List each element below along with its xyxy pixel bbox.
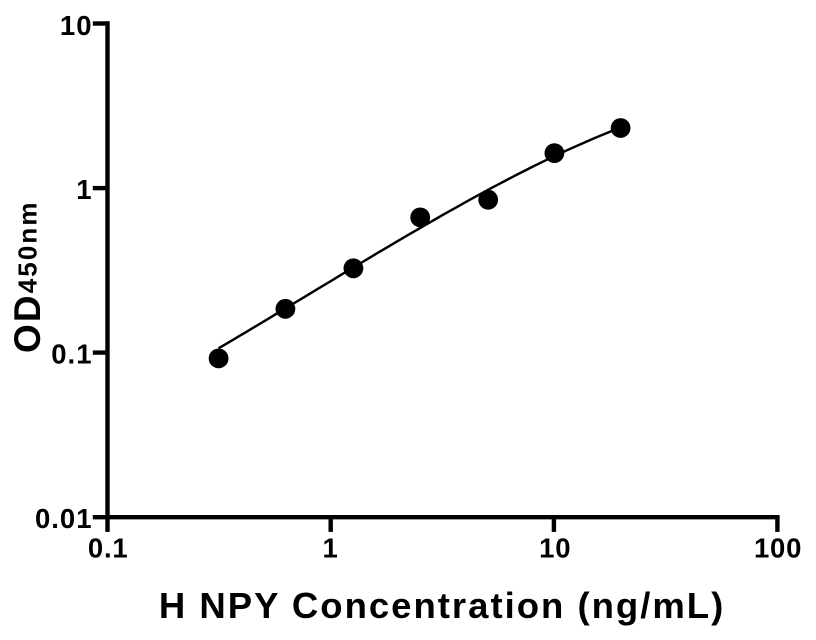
- svg-text:10: 10: [60, 10, 93, 41]
- svg-text:H NPY Concentration (ng/mL): H NPY Concentration (ng/mL): [159, 585, 725, 626]
- svg-text:1: 1: [76, 174, 92, 205]
- svg-text:100: 100: [754, 532, 802, 563]
- svg-text:10: 10: [539, 532, 571, 563]
- svg-text:1: 1: [323, 532, 339, 563]
- svg-text:0.1: 0.1: [51, 339, 92, 370]
- svg-text:0.1: 0.1: [88, 532, 129, 563]
- svg-text:0.01: 0.01: [35, 503, 93, 534]
- svg-text:OD450nm: OD450nm: [7, 200, 48, 353]
